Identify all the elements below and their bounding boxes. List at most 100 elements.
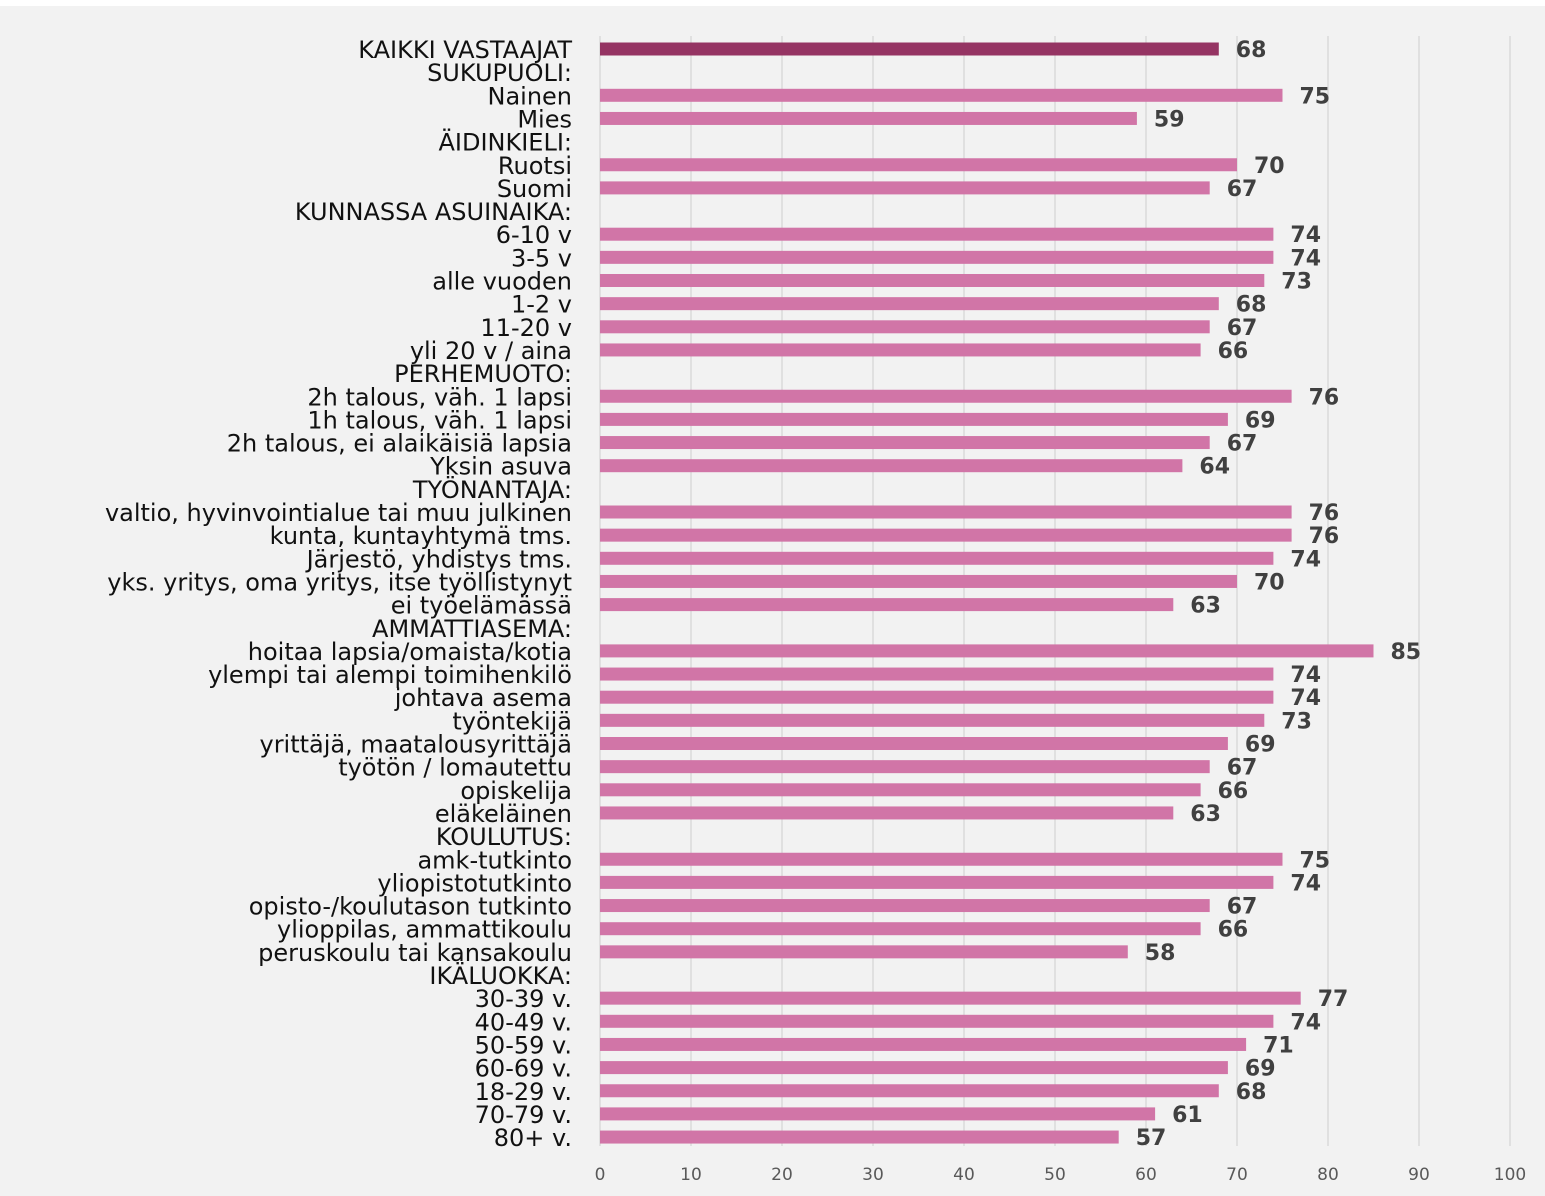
category-label: Suomi (497, 175, 572, 203)
bar (600, 598, 1174, 612)
bar-value-label: 75 (1300, 84, 1331, 109)
x-tick-label: 50 (1044, 1165, 1066, 1185)
category-label: opiskelija (460, 777, 572, 805)
bar (600, 436, 1210, 450)
group-header-label: KUNNASSA ASUINAIKA: (295, 198, 572, 226)
x-tick-label: 80 (1317, 1165, 1339, 1185)
bar (600, 899, 1210, 913)
category-label: 11-20 v (480, 314, 572, 342)
bar-value-label: 66 (1218, 918, 1249, 943)
category-label: Järjestö, yhdistys tms. (305, 545, 572, 573)
bar (600, 111, 1137, 125)
bar-value-label: 67 (1227, 177, 1258, 202)
category-label: 3-5 v (511, 244, 572, 272)
x-tick-label: 60 (1135, 1165, 1157, 1185)
bar-value-label: 64 (1199, 455, 1230, 480)
bar (600, 459, 1183, 473)
bar-value-label: 57 (1136, 1126, 1167, 1151)
group-header-label: IKÄLUOKKA: (429, 961, 572, 990)
chart-svg: KAIKKI VASTAAJAT 68 SUKUPUOLI:Nainen 75 Mies… (105, 36, 1527, 1185)
bar (600, 412, 1228, 426)
bar-value-label: 69 (1245, 408, 1276, 433)
x-tick-label: 100 (1494, 1165, 1526, 1185)
x-tick-label: 90 (1408, 1165, 1430, 1185)
category-label: 80+ v. (494, 1124, 572, 1152)
bar (600, 737, 1228, 750)
bar (600, 574, 1237, 588)
category-label: ylempi tai alempi toimihenkilö (208, 661, 572, 689)
category-label: amk-tutkinto (417, 846, 572, 874)
bar-value-label: 77 (1318, 987, 1349, 1012)
category-label: yli 20 v / aina (410, 337, 572, 365)
bar (600, 991, 1301, 1005)
category-label: työntekijä (452, 707, 572, 735)
bar (600, 945, 1128, 959)
bar (600, 551, 1274, 565)
tick-layer: 0 10 20 30 40 50 60 70 80 90 100 (595, 1165, 1527, 1185)
bar (600, 760, 1210, 774)
bar (600, 806, 1174, 820)
x-tick-label: 40 (953, 1165, 975, 1185)
category-label: 2h talous, ei alaikäisiä lapsia (227, 430, 572, 458)
bar (600, 528, 1292, 542)
bar-value-label: 74 (1290, 871, 1321, 896)
bar-value-label: 61 (1172, 1103, 1203, 1128)
category-label: 70-79 v. (475, 1101, 572, 1129)
bar (600, 875, 1274, 889)
x-tick-label: 30 (862, 1165, 884, 1185)
group-header-label: AMMATTIASEMA: (372, 615, 572, 643)
bar (600, 389, 1292, 403)
bar-chart: KAIKKI VASTAAJAT 68 SUKUPUOLI: Nainen 75 Mies… (0, 6, 1545, 1196)
bar (600, 713, 1265, 727)
category-label: Ruotsi (498, 152, 572, 180)
bar-layer (600, 42, 1374, 1144)
category-label: ylioppilas, ammattikoulu (277, 916, 572, 944)
bar-value-label: 75 (1300, 848, 1331, 873)
category-label: 1-2 v (511, 291, 572, 319)
bar-value-label: 74 (1290, 246, 1321, 271)
category-label: 30-39 v. (475, 985, 572, 1013)
bar-value-label: 76 (1309, 385, 1340, 410)
category-label: alle vuoden (432, 268, 572, 296)
category-label: 18-29 v. (475, 1078, 572, 1106)
bar (600, 274, 1265, 287)
bar-value-label: 68 (1236, 293, 1267, 318)
bar-value-label: 73 (1281, 709, 1312, 734)
bar (600, 505, 1292, 519)
bar-value-label: 66 (1218, 339, 1249, 364)
bar-value-label: 74 (1290, 547, 1321, 572)
bar-value-label: 74 (1290, 1010, 1321, 1035)
bar-value-label: 70 (1254, 154, 1285, 179)
bar (600, 343, 1201, 357)
bar-value-label: 85 (1391, 640, 1422, 665)
bar-value-label: 67 (1227, 756, 1258, 781)
bar-value-label: 69 (1245, 1057, 1276, 1082)
bar (600, 88, 1283, 102)
bar-value-label: 58 (1145, 941, 1176, 966)
category-label: Mies (517, 105, 572, 133)
bar (600, 644, 1374, 658)
bar-value-label: 63 (1190, 802, 1221, 827)
x-tick-label: 0 (595, 1165, 606, 1185)
bar-value-label: 76 (1309, 501, 1340, 526)
bar (600, 690, 1274, 704)
category-label: työtön / lomautettu (338, 754, 572, 782)
category-label: opisto-/koulutason tutkinto (249, 893, 572, 921)
category-label: 50-59 v. (475, 1031, 572, 1059)
bar-value-label: 71 (1263, 1033, 1294, 1058)
bar-value-label: 74 (1290, 223, 1321, 248)
bar-value-label: 68 (1236, 1080, 1267, 1105)
bar-value-label: 74 (1290, 663, 1321, 688)
category-label: yks. yritys, oma yritys, itse työllistyn… (107, 568, 572, 596)
bar (600, 158, 1237, 172)
category-label: Nainen (487, 82, 572, 110)
category-label: johtava asema (394, 684, 572, 712)
label-layer: KAIKKI VASTAAJAT 68 SUKUPUOLI:Nainen 75 Mies… (105, 36, 1421, 1152)
category-label: kunta, kuntayhtymä tms. (270, 522, 572, 550)
bar-value-label: 66 (1218, 779, 1249, 804)
bar (600, 852, 1283, 866)
bar (600, 42, 1219, 56)
bar (600, 320, 1210, 334)
x-tick-label: 70 (1226, 1165, 1248, 1185)
bar-value-label: 59 (1154, 107, 1185, 132)
